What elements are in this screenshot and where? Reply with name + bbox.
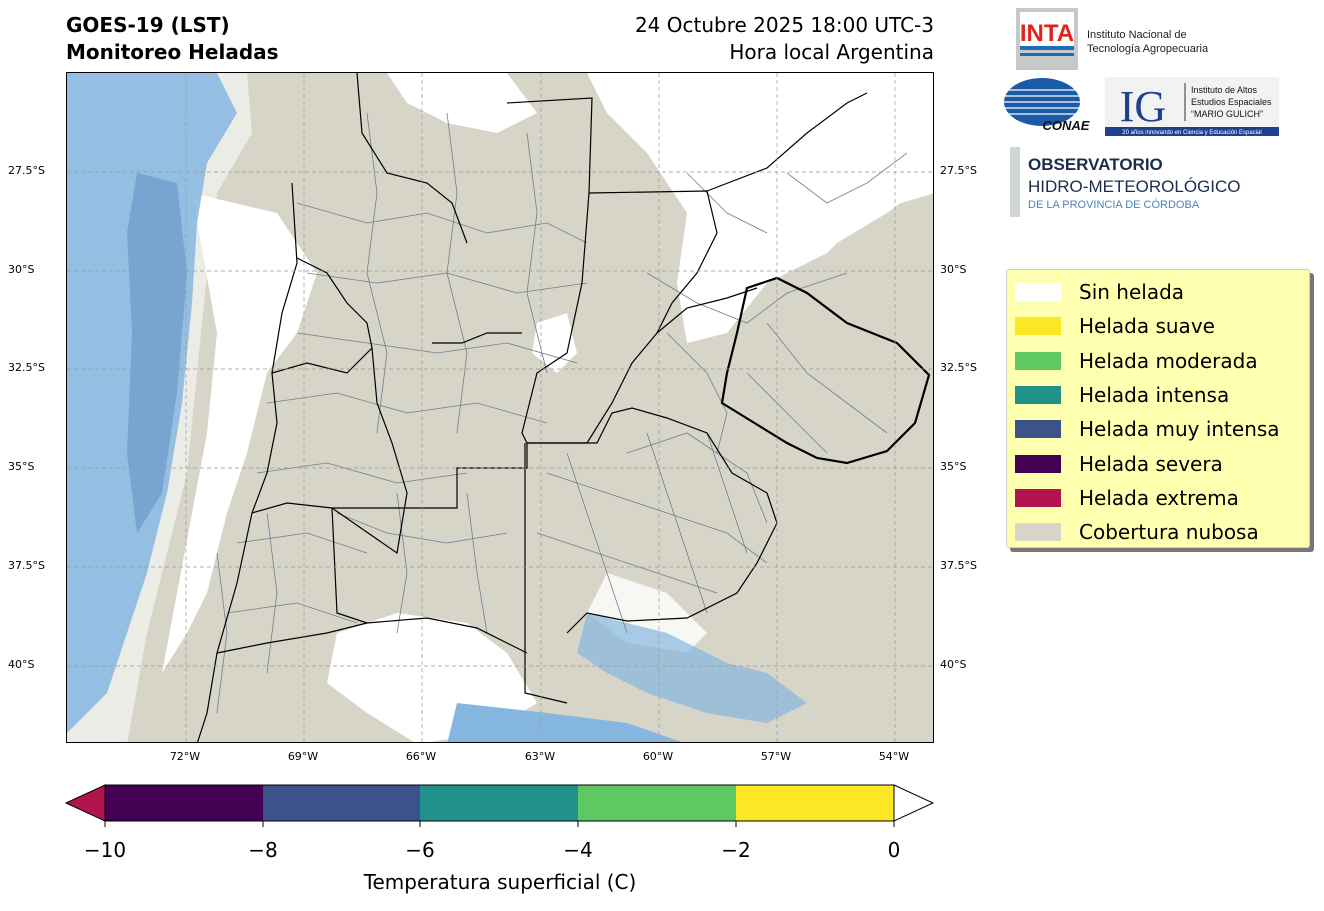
date-line1: 24 Octubre 2025 18:00 UTC-3 — [634, 13, 934, 37]
legend-label: Helada muy intensa — [1079, 417, 1280, 442]
legend-label: Sin helada — [1079, 280, 1185, 305]
lat-tick-right-5: 37.5°S — [940, 559, 977, 572]
legend-item-helada-intensa: Helada intensa — [1007, 378, 1309, 412]
legend-label: Helada moderada — [1079, 348, 1258, 373]
lat-tick-right-2: 30°S — [940, 263, 967, 276]
date-line2: Hora local Argentina — [729, 40, 934, 64]
lon-tick-3: 66°W — [405, 750, 437, 763]
colorbar-tick: −2 — [721, 838, 751, 862]
colorbar-segment — [263, 785, 420, 821]
department-boundaries — [216, 112, 908, 714]
lat-tick-right-3: 32.5°S — [940, 361, 977, 374]
lat-tick-left-5: 37.5°S — [8, 559, 45, 572]
lat-tick-right-4: 35°S — [940, 460, 967, 473]
legend-label: Helada intensa — [1079, 383, 1230, 408]
conae-mark: CONAE — [1043, 118, 1090, 133]
legend-swatch — [1015, 317, 1061, 336]
legend-item-cobertura-nubosa: Cobertura nubosa — [1007, 515, 1309, 549]
colorbar-segment — [578, 785, 736, 821]
legend-item-helada-extrema: Helada extrema — [1007, 481, 1309, 515]
legend-item-helada-severa: Helada severa — [1007, 446, 1309, 480]
map-canvas — [67, 73, 933, 742]
graticule — [67, 73, 933, 742]
obs-line2: HIDRO-METEOROLÓGICO — [1028, 177, 1240, 196]
legend-swatch — [1015, 351, 1061, 370]
inta-line1: Instituto Nacional de — [1087, 29, 1187, 41]
ig-logo-graphic: IG Instituto de Altos Estudios Espaciale… — [1105, 77, 1279, 136]
lon-tick-6: 57°W — [760, 750, 792, 763]
legend-label: Helada extrema — [1079, 485, 1239, 510]
lon-tick-2: 69°W — [287, 750, 319, 763]
colorbar-segment — [736, 785, 894, 821]
conae-logo: CONAE — [1004, 76, 1094, 140]
colorbar-segment — [105, 785, 263, 821]
colorbar-tick: 0 — [887, 838, 901, 862]
legend-swatch — [1015, 283, 1061, 302]
legend-box: Sin helada Helada suave Helada moderada … — [1006, 269, 1310, 548]
colorbar-under-arrow — [64, 784, 106, 822]
legend-swatch — [1015, 420, 1061, 439]
lat-tick-right-1: 27.5°S — [940, 164, 977, 177]
ig-tagline: 20 años innovando en Ciencia y Educación… — [1122, 130, 1261, 136]
colorbar — [64, 782, 938, 846]
inta-line2: Tecnología Agropecuaria — [1087, 43, 1209, 55]
lat-tick-left-4: 35°S — [8, 460, 35, 473]
colorbar-title: Temperatura superficial (C) — [363, 870, 637, 894]
title-line1: GOES-19 (LST) — [66, 13, 230, 37]
colorbar-tick: −10 — [83, 838, 127, 862]
colorbar-segment — [420, 785, 578, 821]
lat-tick-left-3: 32.5°S — [8, 361, 45, 374]
ig-line1: Instituto de Altos — [1191, 85, 1258, 95]
observatorio-logo-graphic: OBSERVATORIO HIDRO-METEOROLÓGICO DE LA P… — [1010, 147, 1241, 217]
legend-swatch — [1015, 488, 1061, 507]
colorbar-tick: −4 — [563, 838, 593, 862]
lon-tick-5: 60°W — [642, 750, 674, 763]
ig-logo: IG Instituto de Altos Estudios Espaciale… — [1105, 77, 1279, 141]
inta-mark: INTA — [1020, 20, 1074, 47]
observatorio-logo: OBSERVATORIO HIDRO-METEOROLÓGICO DE LA P… — [1010, 147, 1241, 223]
legend-label: Helada severa — [1079, 451, 1223, 476]
lat-tick-left-1: 27.5°S — [8, 164, 45, 177]
conae-logo-graphic: CONAE — [1004, 78, 1090, 133]
legend-item-helada-muy-intensa: Helada muy intensa — [1007, 412, 1309, 446]
water-areas — [67, 73, 807, 742]
ig-line3: “MARIO GULICH” — [1191, 109, 1263, 119]
lon-tick-1: 72°W — [169, 750, 201, 763]
map-datetime: 24 Octubre 2025 18:00 UTC-3 Hora local A… — [635, 12, 934, 66]
colorbar-tick: −6 — [405, 838, 435, 862]
colorbar-over-arrow — [893, 784, 935, 822]
lon-tick-7: 54°W — [878, 750, 910, 763]
colorbar-graphic — [64, 784, 935, 827]
map-panel — [66, 72, 934, 743]
ig-line2: Estudios Espaciales — [1191, 97, 1272, 107]
lat-tick-right-6: 40°S — [940, 658, 967, 671]
legend-item-helada-moderada: Helada moderada — [1007, 344, 1309, 378]
lat-tick-left-2: 30°S — [8, 263, 35, 276]
ig-mark: IG — [1120, 82, 1166, 131]
legend-label: Cobertura nubosa — [1079, 520, 1259, 545]
inta-logo: INTA Instituto Nacional de Tecnología Ag… — [1016, 8, 1246, 74]
obs-line3: DE LA PROVINCIA DE CÓRDOBA — [1028, 198, 1200, 211]
colorbar-tick: −8 — [248, 838, 278, 862]
legend-label: Helada suave — [1079, 314, 1215, 339]
obs-line1: OBSERVATORIO — [1028, 155, 1163, 174]
legend-swatch — [1015, 386, 1061, 405]
legend-item-sin-helada: Sin helada — [1007, 275, 1309, 309]
uruguay-outline — [720, 276, 931, 465]
lat-tick-left-6: 40°S — [8, 658, 35, 671]
title-line2: Monitoreo Heladas — [66, 40, 279, 64]
legend-swatch — [1015, 454, 1061, 473]
province-boundaries — [197, 73, 868, 742]
legend-item-helada-suave: Helada suave — [1007, 309, 1309, 343]
inta-logo-graphic: INTA Instituto Nacional de Tecnología Ag… — [1016, 8, 1209, 70]
map-title: GOES-19 (LST) Monitoreo Heladas — [66, 12, 279, 66]
lon-tick-4: 63°W — [524, 750, 556, 763]
legend-swatch — [1015, 523, 1061, 542]
